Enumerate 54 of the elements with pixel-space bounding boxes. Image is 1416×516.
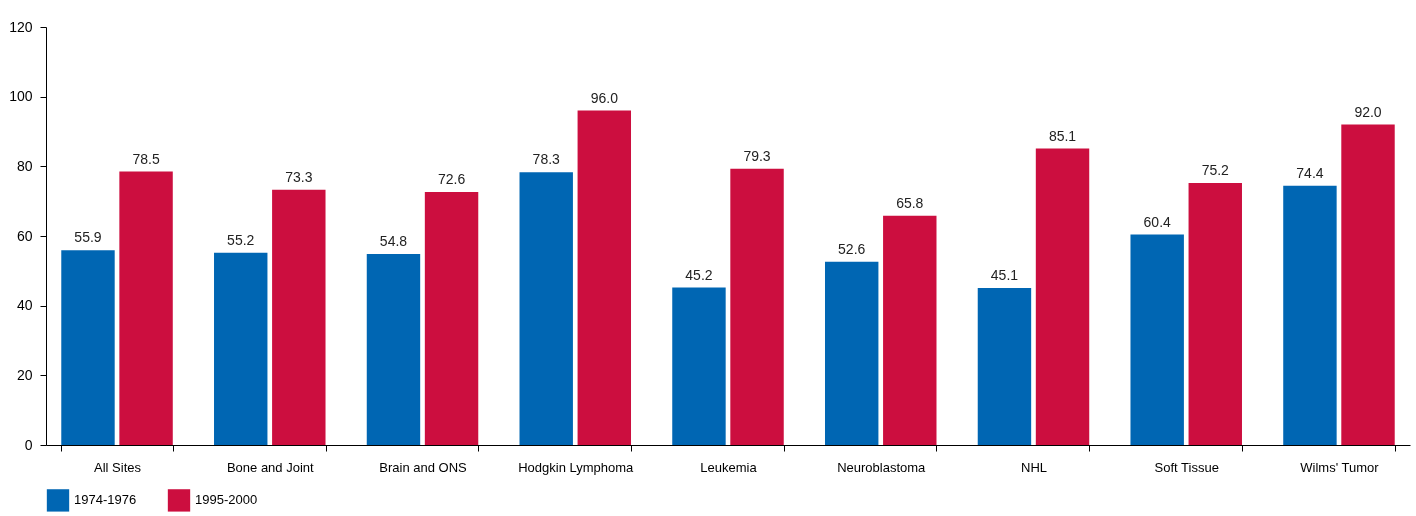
data-label: 55.2	[227, 231, 255, 248]
x-tick-label: All Sites	[94, 459, 142, 475]
data-label: 74.4	[1296, 164, 1324, 181]
y-tick-label: 0	[24, 436, 33, 453]
data-label: 55.9	[74, 229, 102, 246]
y-tick-label: 20	[16, 366, 33, 383]
y-tick-label: 40	[16, 297, 33, 314]
data-label: 78.3	[532, 151, 561, 168]
bar	[272, 189, 326, 445]
legend-label: 1995-2000	[195, 492, 258, 508]
y-tick-label: 100	[9, 88, 33, 105]
data-label: 65.8	[896, 194, 924, 211]
bar	[730, 168, 784, 445]
y-tick-label: 120	[9, 18, 33, 35]
x-tick-label: Hodgkin Lymphoma	[518, 459, 635, 475]
bar	[119, 171, 173, 445]
bar	[577, 110, 632, 445]
x-tick-label: Soft Tissue	[1154, 459, 1219, 475]
data-label: 75.2	[1201, 162, 1230, 179]
x-tick-label: NHL	[1020, 459, 1047, 475]
bar	[424, 192, 479, 445]
bar	[1188, 183, 1242, 445]
bar	[672, 287, 726, 445]
data-label: 45.2	[685, 266, 713, 283]
bar	[1130, 234, 1184, 445]
x-tick-label: Wilms' Tumor	[1300, 459, 1380, 475]
data-label: 45.1	[990, 266, 1019, 283]
bar	[824, 261, 879, 445]
bar	[61, 250, 115, 445]
data-label: 52.6	[838, 240, 866, 257]
bar	[1341, 124, 1395, 445]
x-tick-label: Neuroblastoma	[837, 459, 927, 475]
data-label: 96.0	[590, 89, 619, 106]
legend-label: 1974-1976	[74, 492, 137, 508]
x-tick-label: Brain and ONS	[379, 459, 468, 475]
x-tick-label: Bone and Joint	[226, 459, 315, 475]
bar	[977, 287, 1032, 445]
data-label: 54.8	[379, 233, 408, 250]
data-label: 92.0	[1354, 103, 1382, 120]
bar	[1035, 148, 1090, 445]
data-label: 73.3	[285, 168, 313, 185]
x-tick-label: Leukemia	[700, 459, 758, 475]
data-label: 72.6	[437, 171, 466, 188]
bar	[1283, 185, 1337, 445]
bar	[883, 215, 937, 445]
bar	[214, 252, 268, 445]
data-label: 78.5	[132, 150, 160, 167]
bar	[366, 254, 421, 445]
data-label: 85.1	[1048, 127, 1077, 144]
y-tick-label: 80	[16, 157, 33, 174]
data-label: 60.4	[1143, 213, 1172, 230]
bar	[519, 172, 573, 445]
data-label: 79.3	[743, 147, 771, 164]
y-tick-label: 60	[16, 227, 33, 244]
